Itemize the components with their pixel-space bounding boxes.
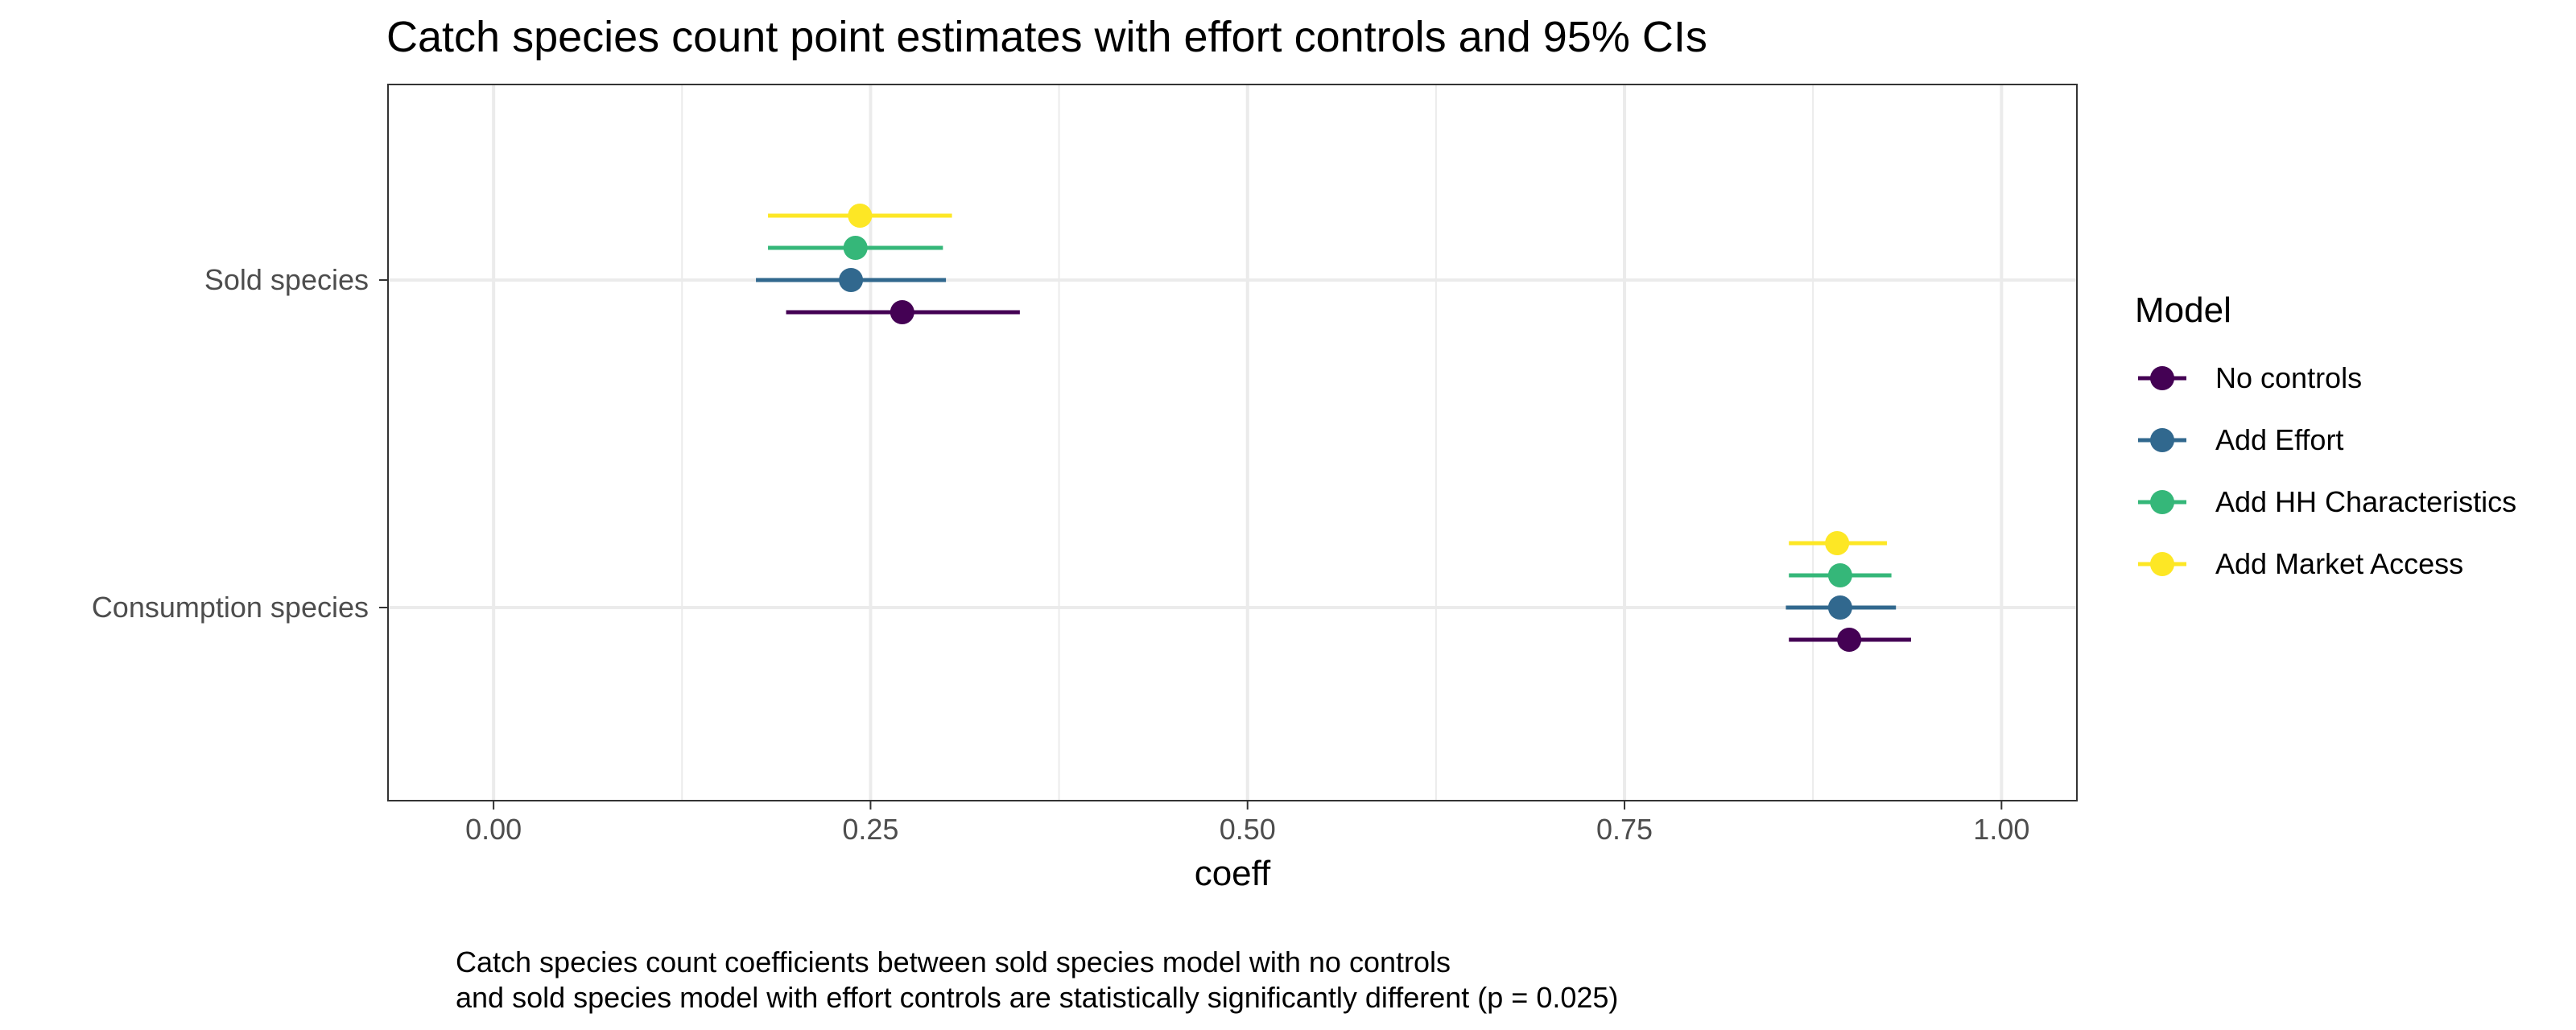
legend-key-point-2 <box>2150 490 2174 514</box>
x-tick-label-2: 0.50 <box>1220 813 1276 846</box>
point-estimate-1-1 <box>1827 595 1852 620</box>
y-tick-label-0: Sold species <box>204 263 369 296</box>
point-estimate-2-1 <box>1827 563 1852 587</box>
caption-line-2: and sold species model with effort contr… <box>456 981 1618 1014</box>
legend-key-point-3 <box>2150 552 2174 576</box>
point-estimate-3-1 <box>1825 531 1850 555</box>
plot-panel-border <box>387 84 2078 801</box>
legend-label-1: Add Effort <box>2215 423 2343 456</box>
x-axis-title: coeff <box>1195 854 1271 893</box>
data-marks <box>756 204 1911 652</box>
x-tick-label-3: 0.75 <box>1596 813 1653 846</box>
caption-line-1: Catch species count coefficients between… <box>456 946 1451 978</box>
legend-key-point-1 <box>2150 428 2174 452</box>
legend-key-point-0 <box>2150 366 2174 390</box>
legend: Model No controls Add Effort Add HH Charac… <box>2135 290 2516 580</box>
point-estimate-0-0 <box>890 300 914 324</box>
y-tick-label-1: Consumption species <box>92 591 369 624</box>
x-tick-label-4: 1.00 <box>1973 813 2029 846</box>
legend-title: Model <box>2135 290 2231 330</box>
legend-label-0: No controls <box>2215 361 2362 394</box>
x-axis: 0.00 0.25 0.50 0.75 1.00 <box>465 801 2029 846</box>
point-estimate-0-1 <box>1837 628 1862 652</box>
legend-label-2: Add HH Characteristics <box>2215 485 2516 518</box>
x-tick-label-1: 0.25 <box>842 813 898 846</box>
x-tick-label-0: 0.00 <box>465 813 522 846</box>
chart-title: Catch species count point estimates with… <box>386 13 1707 61</box>
legend-label-3: Add Market Access <box>2215 547 2463 580</box>
y-axis: Sold species Consumption species <box>92 263 388 624</box>
legend-items: No controls Add Effort Add HH Characterist… <box>2138 361 2516 580</box>
point-estimate-2-0 <box>843 236 868 260</box>
point-estimate-3-0 <box>848 204 873 228</box>
grid <box>388 84 2077 801</box>
point-estimate-1-0 <box>839 268 864 292</box>
caption: Catch species count coefficients between… <box>456 946 1618 1014</box>
